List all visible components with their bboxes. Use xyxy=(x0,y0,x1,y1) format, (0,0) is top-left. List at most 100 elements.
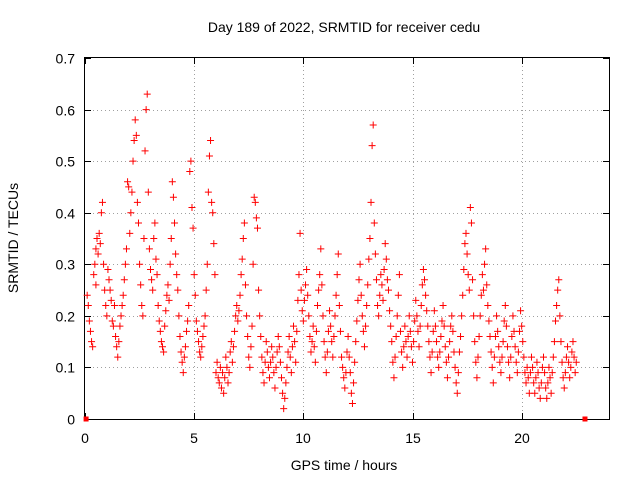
data-point xyxy=(433,338,441,346)
data-point xyxy=(513,369,521,377)
data-point xyxy=(442,358,450,366)
data-point xyxy=(340,374,348,382)
data-point xyxy=(204,188,212,196)
data-point xyxy=(155,317,163,325)
data-point xyxy=(425,338,433,346)
data-point xyxy=(524,374,532,382)
data-point xyxy=(566,374,574,382)
x-tick-label: 20 xyxy=(514,430,530,446)
data-point xyxy=(335,302,343,310)
data-point xyxy=(120,276,128,284)
data-point xyxy=(190,271,198,279)
data-point xyxy=(103,312,111,320)
data-point xyxy=(374,302,382,310)
data-point xyxy=(98,198,106,206)
data-point xyxy=(338,353,346,361)
data-point xyxy=(344,332,352,340)
data-point xyxy=(169,193,177,201)
data-point xyxy=(553,302,561,310)
data-point xyxy=(143,90,151,98)
data-point xyxy=(140,235,148,242)
data-point xyxy=(352,338,360,346)
data-point xyxy=(288,343,296,351)
plot-frame xyxy=(84,57,610,420)
data-point xyxy=(297,286,305,294)
data-point xyxy=(530,379,538,387)
gap-marker xyxy=(83,416,89,422)
data-point xyxy=(559,374,567,382)
y-tick-label: 0.4 xyxy=(56,206,76,222)
y-tick-label: 0.7 xyxy=(56,51,76,67)
data-point xyxy=(431,322,439,330)
data-point xyxy=(226,348,234,356)
data-point xyxy=(156,327,164,335)
data-point xyxy=(187,157,195,165)
data-point xyxy=(359,327,367,335)
data-point xyxy=(518,322,526,330)
data-point xyxy=(494,327,502,335)
data-point xyxy=(564,343,572,351)
data-point xyxy=(265,374,273,382)
data-point xyxy=(464,271,472,279)
data-point xyxy=(499,338,507,346)
data-point xyxy=(222,353,230,361)
gap-marker xyxy=(582,416,588,422)
data-point xyxy=(212,369,220,377)
data-point xyxy=(526,369,534,377)
data-point xyxy=(92,281,100,289)
data-point xyxy=(484,302,492,310)
data-point xyxy=(174,286,182,294)
data-point xyxy=(465,286,473,294)
data-point xyxy=(428,348,436,356)
data-point xyxy=(394,291,402,299)
data-point xyxy=(251,198,259,206)
data-point xyxy=(240,219,248,227)
data-point xyxy=(377,271,385,279)
data-point xyxy=(291,338,299,346)
data-point xyxy=(448,312,456,320)
data-point xyxy=(543,394,551,402)
data-point xyxy=(189,224,197,232)
data-point xyxy=(228,358,236,366)
data-point xyxy=(522,379,530,387)
data-point xyxy=(115,338,123,346)
data-point xyxy=(568,348,576,356)
data-point xyxy=(365,255,373,263)
data-point xyxy=(232,312,240,320)
data-point xyxy=(264,363,272,371)
data-point xyxy=(363,302,371,310)
data-point xyxy=(229,343,237,351)
data-point xyxy=(298,307,306,315)
data-point xyxy=(402,338,410,346)
data-point xyxy=(415,343,423,351)
data-point xyxy=(172,250,180,258)
data-point xyxy=(248,322,256,330)
data-point xyxy=(93,235,101,242)
y-tick-label: 0.5 xyxy=(56,154,76,170)
data-point xyxy=(558,358,566,366)
data-point xyxy=(475,332,483,340)
data-point xyxy=(328,338,336,346)
data-point xyxy=(317,245,325,253)
data-point xyxy=(223,363,231,371)
data-point xyxy=(403,353,411,361)
data-point xyxy=(479,286,487,294)
data-point xyxy=(220,389,228,397)
data-point xyxy=(160,348,168,356)
data-point xyxy=(366,235,374,242)
data-point xyxy=(371,250,379,258)
data-point xyxy=(443,374,451,382)
data-point xyxy=(129,157,137,165)
data-point xyxy=(282,379,290,387)
data-point xyxy=(296,229,304,237)
data-point xyxy=(491,332,499,340)
data-point xyxy=(508,332,516,340)
y-tick-label: 0.3 xyxy=(56,257,76,273)
data-point xyxy=(144,188,152,196)
data-point xyxy=(280,405,288,413)
data-point xyxy=(128,188,136,196)
data-point xyxy=(237,271,245,279)
data-point xyxy=(416,322,424,330)
data-point xyxy=(163,291,171,299)
data-point xyxy=(407,343,415,351)
